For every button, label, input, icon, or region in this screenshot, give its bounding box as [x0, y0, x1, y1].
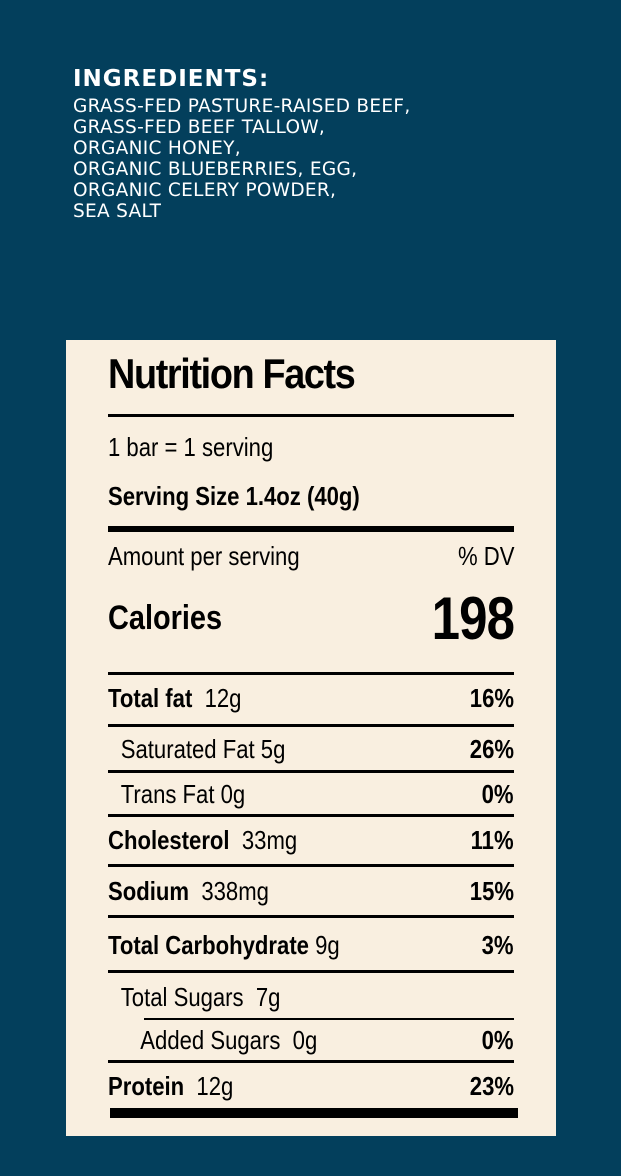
divider	[144, 1018, 514, 1020]
ingredients-heading: INGREDIENTS:	[73, 66, 270, 92]
nutrient-amount: 12g	[196, 1070, 234, 1101]
calories-label: Calories	[108, 598, 223, 637]
serving-size: Serving Size 1.4oz (40g)	[108, 481, 360, 511]
nutrient-name: Cholesterol	[108, 824, 230, 855]
calories-row: Calories 198	[108, 584, 515, 652]
dv-label: % DV	[457, 540, 514, 571]
nutrient-row-cholesterol: Cholesterol 33mg 11%	[108, 817, 514, 863]
nutrient-dv: 16%	[469, 682, 514, 713]
nutrient-row-protein: Protein 12g 23%	[108, 1064, 514, 1108]
nutrient-name: Trans Fat 0g	[120, 778, 246, 809]
divider	[108, 724, 514, 727]
divider	[108, 414, 514, 417]
nutrient-dv: 11%	[470, 824, 514, 855]
nutrient-name: Total Carbohydrate	[108, 929, 309, 960]
nutrient-name: Sodium	[108, 875, 190, 906]
ingredient-line: GRASS-FED BEEF TALLOW,	[73, 117, 326, 138]
ingredient-line: ORGANIC BLUEBERRIES, EGG,	[73, 159, 358, 180]
nutrient-name: Total Sugars	[120, 981, 244, 1012]
nutrient-row-total-sugars: Total Sugars 7g	[108, 974, 514, 1020]
nutrient-dv: 0%	[482, 1024, 514, 1055]
nutrient-dv: 23%	[469, 1070, 514, 1101]
nutrient-amount: 7g	[255, 981, 281, 1012]
ingredients-section: INGREDIENTS: GRASS-FED PASTURE-RAISED BE…	[73, 62, 593, 222]
divider	[108, 770, 514, 773]
nutrient-row-total-fat: Total fat 12g 16%	[108, 675, 514, 721]
nutrient-name: Added Sugars	[140, 1024, 281, 1055]
nutrient-row-sodium: Sodium 338mg 15%	[108, 867, 514, 915]
calories-value: 198	[431, 584, 514, 652]
nutrient-name: Protein	[108, 1070, 185, 1101]
nutrient-row-trans-fat: Trans Fat 0g 0%	[108, 773, 514, 815]
divider	[108, 672, 514, 675]
nutrient-row-total-carbohydrate: Total Carbohydrate 9g 3%	[108, 920, 514, 970]
nutrient-dv: 26%	[469, 733, 514, 764]
nutrient-amount: 338mg	[201, 875, 269, 906]
divider	[108, 970, 514, 973]
nutrient-row-added-sugars: Added Sugars 0g 0%	[108, 1020, 514, 1060]
nutrient-dv: 15%	[469, 875, 514, 906]
servings-per-bar: 1 bar = 1 serving	[108, 432, 274, 462]
ingredient-line: GRASS-FED PASTURE-RAISED BEEF,	[73, 96, 411, 117]
nutrient-amount: 9g	[315, 929, 340, 960]
thick-divider	[108, 526, 514, 532]
nutrient-row-saturated-fat: Saturated Fat 5g 26%	[108, 727, 514, 771]
nutrient-dv: 0%	[482, 778, 514, 809]
nutrient-amount: 0g	[292, 1024, 318, 1055]
bottom-thick-rule	[110, 1108, 518, 1118]
divider	[108, 814, 514, 817]
amount-per-serving-label: Amount per serving	[108, 540, 300, 571]
nutrient-name: Total fat	[108, 682, 193, 713]
ingredient-line: SEA SALT	[73, 201, 162, 222]
nutrient-dv: 3%	[482, 929, 514, 960]
nutrient-amount: 33mg	[241, 824, 298, 855]
nutrition-facts-panel: Nutrition Facts 1 bar = 1 serving Servin…	[66, 340, 556, 1136]
nutrient-amount: 12g	[204, 682, 242, 713]
ingredients-list: GRASS-FED PASTURE-RAISED BEEF, GRASS-FED…	[73, 96, 593, 222]
divider	[108, 864, 514, 867]
divider	[108, 915, 514, 918]
divider	[108, 1060, 514, 1063]
ingredient-line: ORGANIC HONEY,	[73, 138, 241, 159]
nutrient-name: Saturated Fat 5g	[120, 733, 286, 764]
amount-header-row: Amount per serving % DV	[108, 536, 514, 576]
nutrition-title: Nutrition Facts	[108, 350, 356, 397]
ingredient-line: ORGANIC CELERY POWDER,	[73, 180, 337, 201]
